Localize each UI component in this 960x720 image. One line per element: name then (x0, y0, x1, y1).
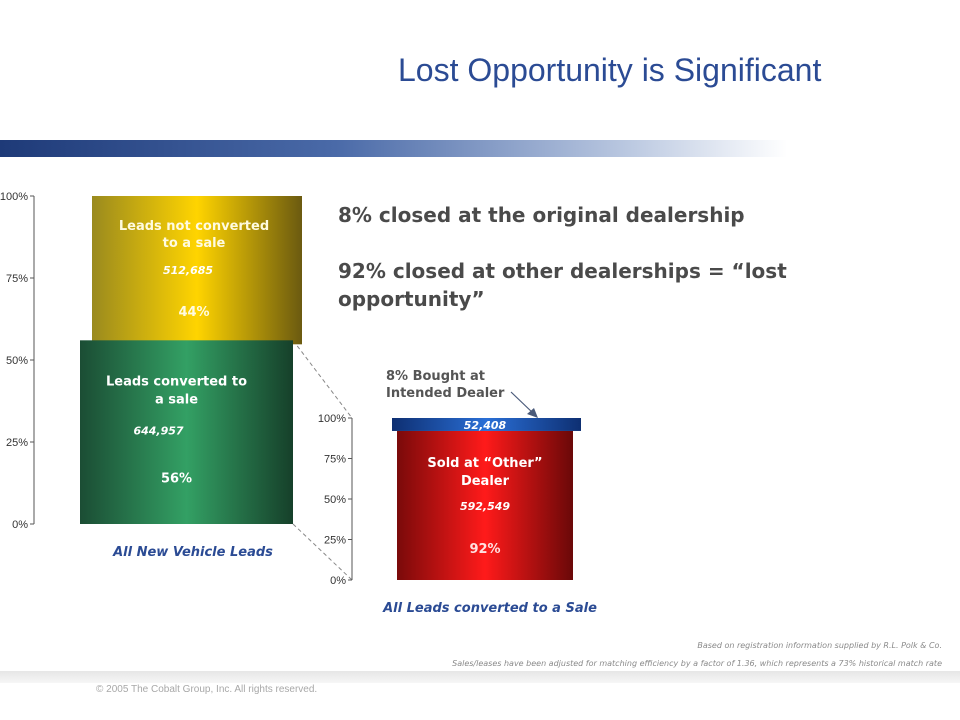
bar-not-converted-label-line1: Leads not converted (119, 219, 269, 234)
annotation-line1: 8% Bought at (386, 369, 485, 384)
bar-intended-dealer (392, 418, 581, 431)
bar-other-dealer-percent: 92% (469, 542, 500, 557)
bar-other-dealer-count: 592,549 (460, 500, 510, 513)
y-axis-2-tick-label: 0% (330, 575, 346, 587)
bar-converted-count: 644,957 (133, 424, 183, 437)
y-axis-2-tick-label: 25% (324, 535, 346, 547)
headline-lost-opportunity: 92% closed at other dealerships = “lost … (338, 259, 787, 311)
bar-intended-dealer-count: 52,408 (464, 419, 507, 432)
y-axis-2-tick-label: 50% (324, 494, 346, 506)
bar-not-converted-percent: 44% (178, 305, 209, 320)
y-axis-2-tick-label: 100% (318, 413, 346, 425)
y-axis-1-tick-label: 50% (6, 355, 28, 367)
bar-not-converted-label-line2: to a sale (163, 236, 226, 251)
bar-converted-label-line2: a sale (155, 392, 198, 407)
header-accent-bar (0, 140, 960, 157)
footnote-source: Based on registration information suppli… (697, 641, 942, 650)
y-axis-1-tick-label: 25% (6, 437, 28, 449)
bar-other-dealer-label-line2: Dealer (461, 474, 510, 489)
annotation-line2: Intended Dealer (386, 386, 505, 401)
bar-not-converted-count: 512,685 (163, 264, 213, 277)
bar-not-converted (92, 196, 302, 345)
connector-top (292, 340, 353, 419)
copyright: © 2005 The Cobalt Group, Inc. All rights… (96, 684, 318, 695)
bar-converted-percent: 56% (161, 471, 192, 486)
bar-other-dealer (397, 430, 573, 580)
bar-converted-label-line1: Leads converted to (106, 374, 247, 389)
x-axis-label-1: All New Vehicle Leads (112, 545, 273, 560)
footer-divider (0, 671, 960, 683)
bar-converted (80, 340, 293, 524)
bar-other-dealer-label-line1: Sold at “Other” (427, 456, 542, 471)
y-axis-1-tick-label: 100% (0, 191, 28, 203)
footnote-adjustment: Sales/leases have been adjusted for matc… (452, 659, 942, 668)
headline-original-dealer: 8% closed at the original dealership (338, 203, 745, 227)
connector-bottom (292, 523, 353, 581)
page-title: Lost Opportunity is Significant (398, 52, 822, 88)
y-axis-2-tick-label: 75% (324, 454, 346, 466)
y-axis-1-tick-label: 75% (6, 273, 28, 285)
y-axis-1-tick-label: 0% (12, 519, 28, 531)
x-axis-label-2: All Leads converted to a Sale (382, 601, 597, 616)
annotation-arrow (510, 391, 535, 415)
annotation-arrowhead (527, 408, 538, 418)
